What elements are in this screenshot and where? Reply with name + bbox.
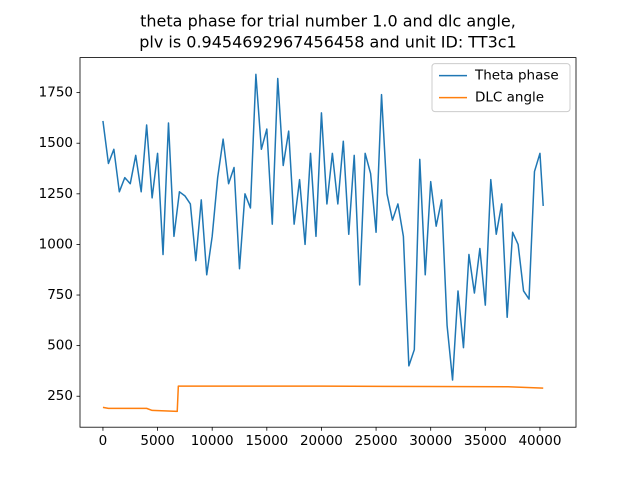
- y-tick-label: 250: [47, 388, 73, 404]
- chart-title: theta phase for trial number 1.0 and dlc…: [140, 12, 516, 31]
- y-tick-label: 500: [47, 338, 73, 354]
- legend-label: DLC angle: [475, 90, 544, 106]
- x-tick-label: 25000: [355, 433, 398, 449]
- y-tick-label: 1500: [39, 135, 73, 151]
- y-tick-label: 1250: [39, 186, 73, 202]
- plot-frame: [79, 57, 577, 428]
- x-tick-label: 35000: [464, 433, 507, 449]
- line-series: [102, 73, 544, 381]
- x-tick-label: 10000: [191, 433, 234, 449]
- line-series: [102, 385, 544, 413]
- y-tick-label: 1750: [39, 85, 73, 101]
- x-tick-label: 30000: [409, 433, 452, 449]
- x-tick-label: 5000: [140, 433, 174, 449]
- chart-title: plv is 0.9454692967456458 and unit ID: T…: [139, 33, 516, 52]
- x-tick-label: 20000: [300, 433, 343, 449]
- y-tick-label: 750: [47, 287, 73, 303]
- x-tick-label: 40000: [518, 433, 561, 449]
- y-tick-label: 1000: [39, 236, 73, 252]
- legend-label: Theta phase: [474, 68, 559, 84]
- x-tick-label: 15000: [245, 433, 288, 449]
- x-tick-label: 0: [99, 433, 108, 449]
